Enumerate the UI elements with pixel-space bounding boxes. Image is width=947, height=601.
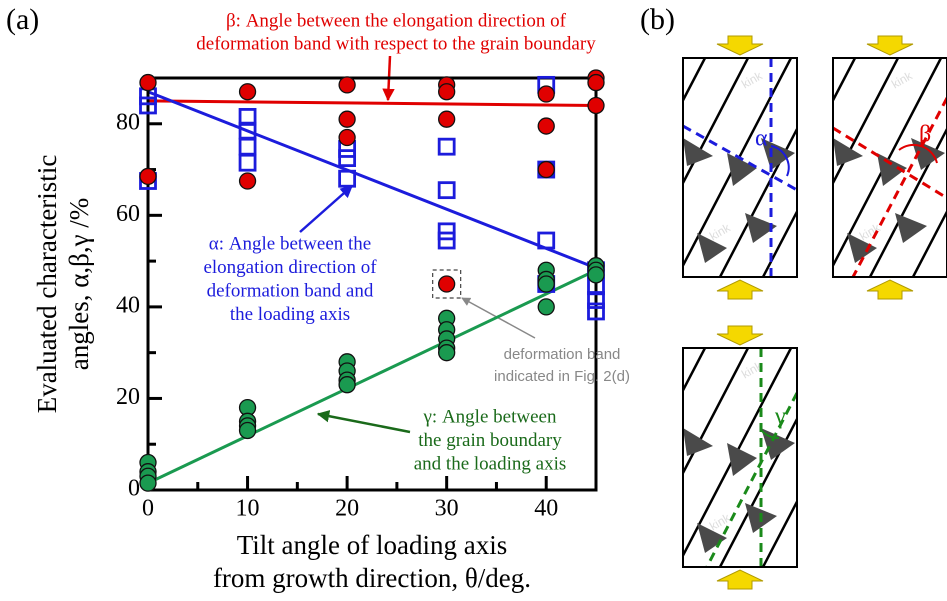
grain-boundary: [591, 58, 705, 277]
point: [141, 98, 156, 113]
note: deformation band: [504, 346, 621, 363]
annotation: the grain boundary: [418, 430, 562, 451]
point: [538, 299, 554, 315]
y-axis-label: Evaluated characteristic: [32, 155, 62, 414]
annotation: α: Angle between the: [209, 233, 371, 254]
x-tick-label: 30: [435, 496, 459, 522]
point: [240, 155, 255, 170]
x-tick-label: 10: [236, 496, 260, 522]
point: [439, 139, 454, 154]
point: [588, 267, 604, 283]
angle-label: β: [919, 122, 931, 148]
point: [240, 173, 256, 189]
point: [339, 377, 355, 393]
point: [340, 151, 355, 166]
annotation-arrow: [318, 414, 410, 432]
kink-band: [683, 138, 713, 166]
x-tick-label: 40: [534, 496, 558, 522]
point: [439, 84, 455, 100]
fit-line: [148, 101, 596, 106]
annotation: γ: Angle between: [423, 406, 557, 427]
panel-label: (a): [6, 3, 39, 36]
point: [140, 75, 156, 91]
point: [240, 123, 255, 138]
annotation: and the loading axis: [414, 453, 567, 474]
annotation: deformation band and: [207, 280, 374, 301]
point: [140, 475, 156, 491]
y-tick-label: 40: [116, 292, 140, 318]
annotation-arrow: [300, 186, 352, 232]
point: [538, 276, 554, 292]
load-arrow: [717, 326, 763, 345]
load-arrow: [867, 280, 913, 299]
point: [240, 139, 255, 154]
panel-label: (b): [640, 3, 675, 36]
point: [539, 233, 554, 248]
load-arrow: [717, 280, 763, 299]
x-axis-label: Tilt angle of loading axis: [237, 530, 508, 560]
kink-label: kink: [889, 68, 915, 91]
kink-label: kink: [707, 220, 733, 243]
point: [339, 111, 355, 127]
y-axis-label: angles, α,β,γ /%: [64, 198, 94, 371]
point: [339, 130, 355, 146]
point: [538, 86, 554, 102]
point: [240, 422, 256, 438]
load-arrow: [867, 36, 913, 55]
page: (a) (b) 0 10 20 30 40 0 20 40 60 80 Tilt angle of …: [0, 0, 947, 601]
annotation: β: Angle between the elongation directio…: [226, 10, 567, 31]
load-arrow: [717, 36, 763, 55]
y-tick-label: 80: [116, 109, 140, 135]
grain-boundary: [913, 58, 947, 277]
note: indicated in Fig. 2(d): [494, 368, 630, 385]
point: [340, 171, 355, 186]
annotation: elongation direction of: [203, 257, 377, 278]
y-tick-label: 0: [128, 476, 140, 502]
angle-label: γ: [774, 404, 786, 430]
x-tick-label: 0: [142, 496, 154, 522]
kink-band: [895, 213, 927, 243]
grain-boundary: [763, 348, 877, 567]
kink-label: kink: [739, 68, 765, 91]
point: [439, 111, 455, 127]
kink-band: [833, 138, 863, 166]
x-tick-label: 20: [335, 496, 359, 522]
point: [140, 168, 156, 184]
load-arrow: [717, 570, 763, 589]
annotation: deformation band with respect to the gra…: [196, 33, 596, 54]
point: [439, 233, 454, 248]
angle-label: α: [755, 126, 768, 152]
point: [588, 97, 604, 113]
kink-label: kink: [707, 510, 733, 533]
point: [589, 304, 604, 319]
point: [439, 183, 454, 198]
annotation: the loading axis: [230, 304, 350, 325]
x-axis-label: from growth direction, θ/deg.: [213, 563, 531, 593]
point: [439, 276, 455, 292]
y-tick-label: 60: [116, 201, 140, 227]
plot: 0 10 20 30 40 0 20 40 60 80 Tilt angle of loading …: [32, 10, 630, 593]
y-tick-label: 20: [116, 384, 140, 410]
point: [538, 162, 554, 178]
kink-band: [683, 428, 713, 456]
point: [538, 118, 554, 134]
point: [339, 77, 355, 93]
figure: (a) (b) 0 10 20 30 40 0 20 40 60 80 Tilt angle of …: [0, 0, 947, 601]
kink-band: [727, 443, 757, 476]
grain-boundary: [548, 58, 662, 277]
point: [439, 345, 455, 361]
point: [240, 84, 256, 100]
point: [588, 75, 604, 91]
